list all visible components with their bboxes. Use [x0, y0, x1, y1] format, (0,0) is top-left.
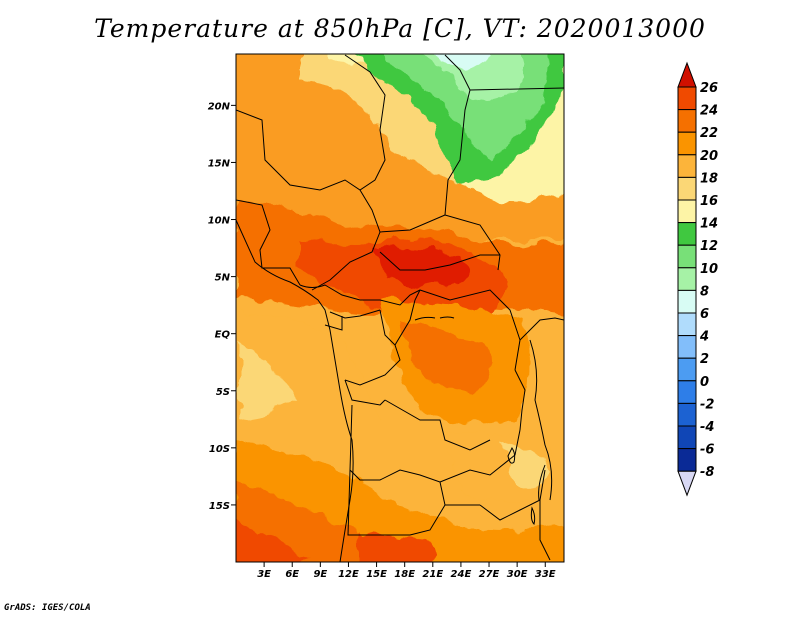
lat-tick-label: 20N [208, 101, 231, 112]
grads-credit: GrADS: IGES/COLA [4, 603, 91, 613]
colorbar-label: -8 [700, 465, 714, 480]
colorbar-swatch [677, 176, 697, 201]
colorbar-label: 8 [700, 284, 709, 299]
colorbar-swatch [677, 448, 697, 472]
colorbar-bottom-arrow [677, 470, 697, 497]
colorbar-label: 10 [700, 262, 718, 277]
lat-tick-label: 15S [209, 501, 230, 512]
colorbar-swatch [677, 267, 697, 291]
lon-tick-label: 15E [366, 569, 387, 580]
lon-tick-label: 27E [479, 569, 500, 580]
latitude-ticks: 20N 15N 10N 5N EQ 5S 10S 15S [208, 101, 236, 512]
colorbar-swatch [677, 109, 697, 133]
colorbar-label: 26 [700, 81, 718, 96]
lat-tick-label: EQ [215, 330, 231, 341]
colorbar-label: 22 [700, 126, 718, 141]
lon-tick-label: 3E [257, 569, 271, 580]
lon-tick-label: 24E [451, 569, 472, 580]
colorbar-swatch [677, 154, 697, 178]
colorbar-swatch [677, 244, 697, 269]
chart-title: Temperature at 850hPa [C], VT: 202001300… [94, 14, 706, 43]
colorbar-swatch [677, 86, 697, 111]
colorbar-swatch [677, 357, 697, 382]
lon-tick-label: 12E [338, 569, 359, 580]
lat-tick-label: 10N [208, 216, 231, 227]
lat-tick-label: 10S [209, 444, 230, 455]
colorbar-label: 20 [700, 149, 718, 164]
longitude-ticks: 3E 6E 9E 12E 15E 18E 21E 24E 27E 30E 33E [257, 562, 556, 580]
colorbar-swatch [677, 380, 697, 404]
colorbar-swatch [677, 402, 697, 427]
colorbar-label: -6 [700, 443, 714, 458]
colorbar-label: 4 [699, 330, 709, 345]
lon-tick-label: 30E [507, 569, 528, 580]
colorbar-label: 12 [700, 239, 718, 254]
lon-tick-label: 21E [422, 569, 443, 580]
lat-tick-label: 5S [216, 387, 230, 398]
colorbar-label: 18 [700, 171, 718, 186]
colorbar-top-arrow [677, 61, 697, 88]
lon-tick-label: 18E [394, 569, 415, 580]
lat-tick-label: 5N [215, 273, 231, 284]
colorbar-swatch [677, 425, 697, 450]
colorbar-label: 24 [700, 104, 718, 119]
lon-tick-label: 33E [535, 569, 556, 580]
map-frame [235, 53, 565, 563]
colorbar-label: 14 [700, 217, 718, 232]
temperature-field [236, 54, 564, 562]
colorbar-swatch [677, 289, 697, 314]
colorbar-label: 2 [700, 352, 709, 367]
colorbar-label: 6 [700, 307, 709, 322]
colorbar-swatch [677, 199, 697, 224]
colorbar-label: 0 [700, 375, 709, 390]
country-borders [236, 54, 564, 562]
colorbar-label: -4 [700, 420, 714, 435]
lat-tick-label: 15N [208, 158, 231, 169]
colorbar-swatch [677, 312, 697, 337]
lon-tick-label: 9E [313, 569, 327, 580]
colorbar-label: 16 [700, 194, 718, 209]
colorbar-swatch [677, 222, 697, 246]
colorbar-label: -2 [700, 397, 714, 412]
lon-tick-label: 6E [285, 569, 299, 580]
colorbar-swatch [677, 335, 697, 359]
colorbar-swatch [677, 131, 697, 156]
